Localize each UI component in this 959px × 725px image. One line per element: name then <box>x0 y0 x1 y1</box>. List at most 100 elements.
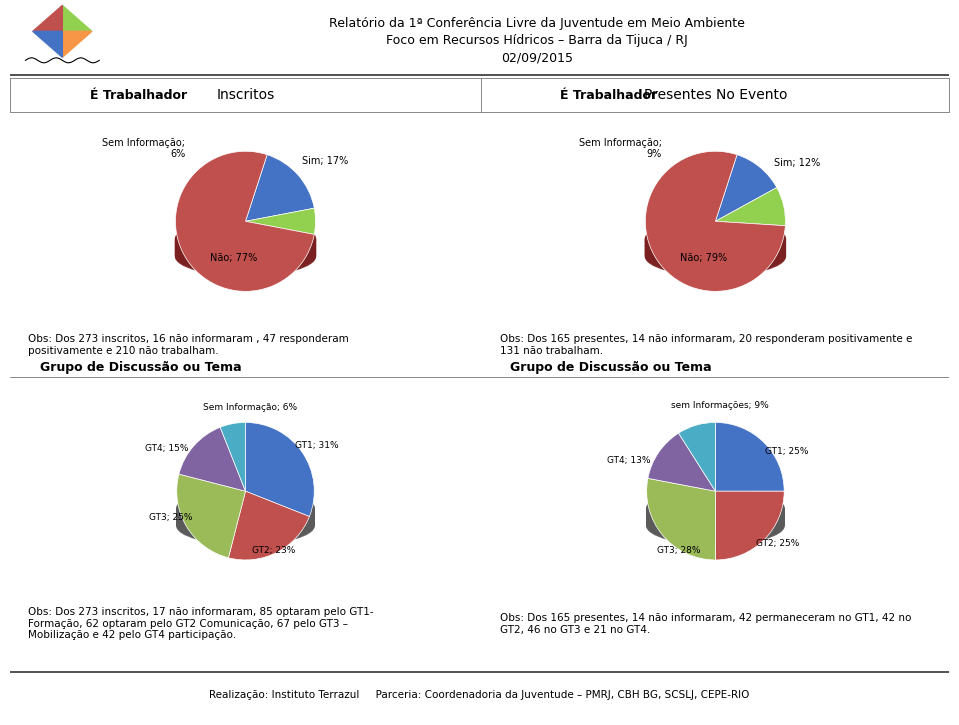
Ellipse shape <box>176 507 315 544</box>
Text: Obs: Dos 273 inscritos, 17 não informaram, 85 optaram pelo GT1-
Formação, 62 opt: Obs: Dos 273 inscritos, 17 não informara… <box>29 608 374 640</box>
Ellipse shape <box>176 494 315 532</box>
Text: É Trabalhador: É Trabalhador <box>560 89 657 102</box>
Ellipse shape <box>646 502 784 539</box>
Ellipse shape <box>176 500 315 539</box>
Text: 02/09/2015: 02/09/2015 <box>501 51 573 65</box>
Ellipse shape <box>645 236 785 274</box>
Text: Relatório da 1ª Conferência Livre da Juventude em Meio Ambiente: Relatório da 1ª Conferência Livre da Juv… <box>329 17 745 30</box>
Text: GT3; 28%: GT3; 28% <box>657 546 701 555</box>
Ellipse shape <box>645 222 785 260</box>
Ellipse shape <box>176 493 315 531</box>
Ellipse shape <box>176 496 315 534</box>
Text: Inscritos: Inscritos <box>217 88 274 102</box>
Wedge shape <box>246 208 316 234</box>
Wedge shape <box>715 492 784 560</box>
Ellipse shape <box>646 491 784 529</box>
Ellipse shape <box>646 489 784 527</box>
Wedge shape <box>715 154 777 221</box>
Ellipse shape <box>175 231 316 269</box>
Ellipse shape <box>176 505 315 543</box>
Wedge shape <box>246 154 315 221</box>
Text: GT2; 25%: GT2; 25% <box>756 539 799 548</box>
Ellipse shape <box>175 235 316 273</box>
Text: Grupo de Discussão ou Tema: Grupo de Discussão ou Tema <box>509 362 712 374</box>
Text: Sem Informação;
9%: Sem Informação; 9% <box>579 138 662 160</box>
Ellipse shape <box>645 230 785 268</box>
Wedge shape <box>715 423 784 492</box>
Ellipse shape <box>176 504 315 542</box>
Ellipse shape <box>646 503 784 541</box>
Text: GT2; 23%: GT2; 23% <box>252 546 295 555</box>
Ellipse shape <box>176 492 315 530</box>
Ellipse shape <box>645 225 785 265</box>
Wedge shape <box>646 478 715 560</box>
Ellipse shape <box>175 237 316 276</box>
Polygon shape <box>33 6 62 31</box>
Ellipse shape <box>645 235 785 273</box>
Ellipse shape <box>176 503 315 541</box>
Ellipse shape <box>175 221 316 260</box>
Text: Foco em Recursos Hídricos – Barra da Tijuca / RJ: Foco em Recursos Hídricos – Barra da Tij… <box>386 35 688 47</box>
Ellipse shape <box>645 237 785 276</box>
Ellipse shape <box>646 505 784 543</box>
Wedge shape <box>179 427 246 492</box>
Ellipse shape <box>176 502 315 539</box>
Ellipse shape <box>645 227 785 265</box>
Ellipse shape <box>645 231 785 269</box>
Ellipse shape <box>646 500 784 537</box>
Ellipse shape <box>646 492 784 530</box>
Ellipse shape <box>175 220 316 258</box>
Wedge shape <box>228 492 310 560</box>
Ellipse shape <box>646 507 784 544</box>
Polygon shape <box>33 31 62 57</box>
Ellipse shape <box>646 496 784 534</box>
Ellipse shape <box>175 236 316 274</box>
Text: GT4; 13%: GT4; 13% <box>607 456 650 465</box>
Text: sem Informações; 9%: sem Informações; 9% <box>671 401 769 410</box>
Wedge shape <box>176 474 246 558</box>
Ellipse shape <box>645 232 785 270</box>
Ellipse shape <box>645 233 785 272</box>
Text: Sim; 17%: Sim; 17% <box>302 156 348 166</box>
Text: GT1; 25%: GT1; 25% <box>765 447 808 455</box>
Wedge shape <box>221 423 246 492</box>
Ellipse shape <box>175 232 316 270</box>
Ellipse shape <box>175 233 316 272</box>
Text: Realização: Instituto Terrazul     Parceria: Coordenadoria da Juventude – PMRJ, : Realização: Instituto Terrazul Parceria:… <box>209 690 750 700</box>
Ellipse shape <box>646 498 784 536</box>
Ellipse shape <box>175 230 316 268</box>
Text: Não; 79%: Não; 79% <box>680 253 727 263</box>
Ellipse shape <box>646 504 784 542</box>
Ellipse shape <box>646 500 784 539</box>
Text: Obs: Dos 165 presentes, 14 não informaram, 42 permaneceram no GT1, 42 no
GT2, 46: Obs: Dos 165 presentes, 14 não informara… <box>501 613 911 634</box>
Text: Não; 77%: Não; 77% <box>210 253 257 263</box>
Ellipse shape <box>175 225 316 265</box>
Ellipse shape <box>646 493 784 531</box>
Ellipse shape <box>175 223 316 262</box>
Ellipse shape <box>175 227 316 265</box>
Ellipse shape <box>176 500 315 537</box>
Ellipse shape <box>175 228 316 267</box>
Text: Obs: Dos 165 presentes, 14 não informaram, 20 responderam positivamente e
131 nã: Obs: Dos 165 presentes, 14 não informara… <box>501 334 913 355</box>
Ellipse shape <box>646 497 784 534</box>
Wedge shape <box>246 423 315 516</box>
Ellipse shape <box>176 498 315 536</box>
Ellipse shape <box>645 225 785 263</box>
Text: Grupo de Discussão ou Tema: Grupo de Discussão ou Tema <box>39 362 242 374</box>
Ellipse shape <box>175 222 316 260</box>
Text: Sem Informação;
6%: Sem Informação; 6% <box>103 138 185 160</box>
Wedge shape <box>175 152 315 291</box>
Wedge shape <box>648 433 715 492</box>
Text: GT1; 31%: GT1; 31% <box>295 441 339 450</box>
Text: GT4; 15%: GT4; 15% <box>145 444 188 452</box>
Ellipse shape <box>645 223 785 262</box>
Wedge shape <box>645 152 785 291</box>
Text: Sem Informação; 6%: Sem Informação; 6% <box>203 402 297 412</box>
Text: Presentes No Evento: Presentes No Evento <box>643 88 787 102</box>
Polygon shape <box>62 6 92 31</box>
Ellipse shape <box>646 494 784 532</box>
Ellipse shape <box>645 220 785 258</box>
Ellipse shape <box>176 491 315 529</box>
Ellipse shape <box>176 497 315 534</box>
Text: É Trabalhador: É Trabalhador <box>90 89 187 102</box>
